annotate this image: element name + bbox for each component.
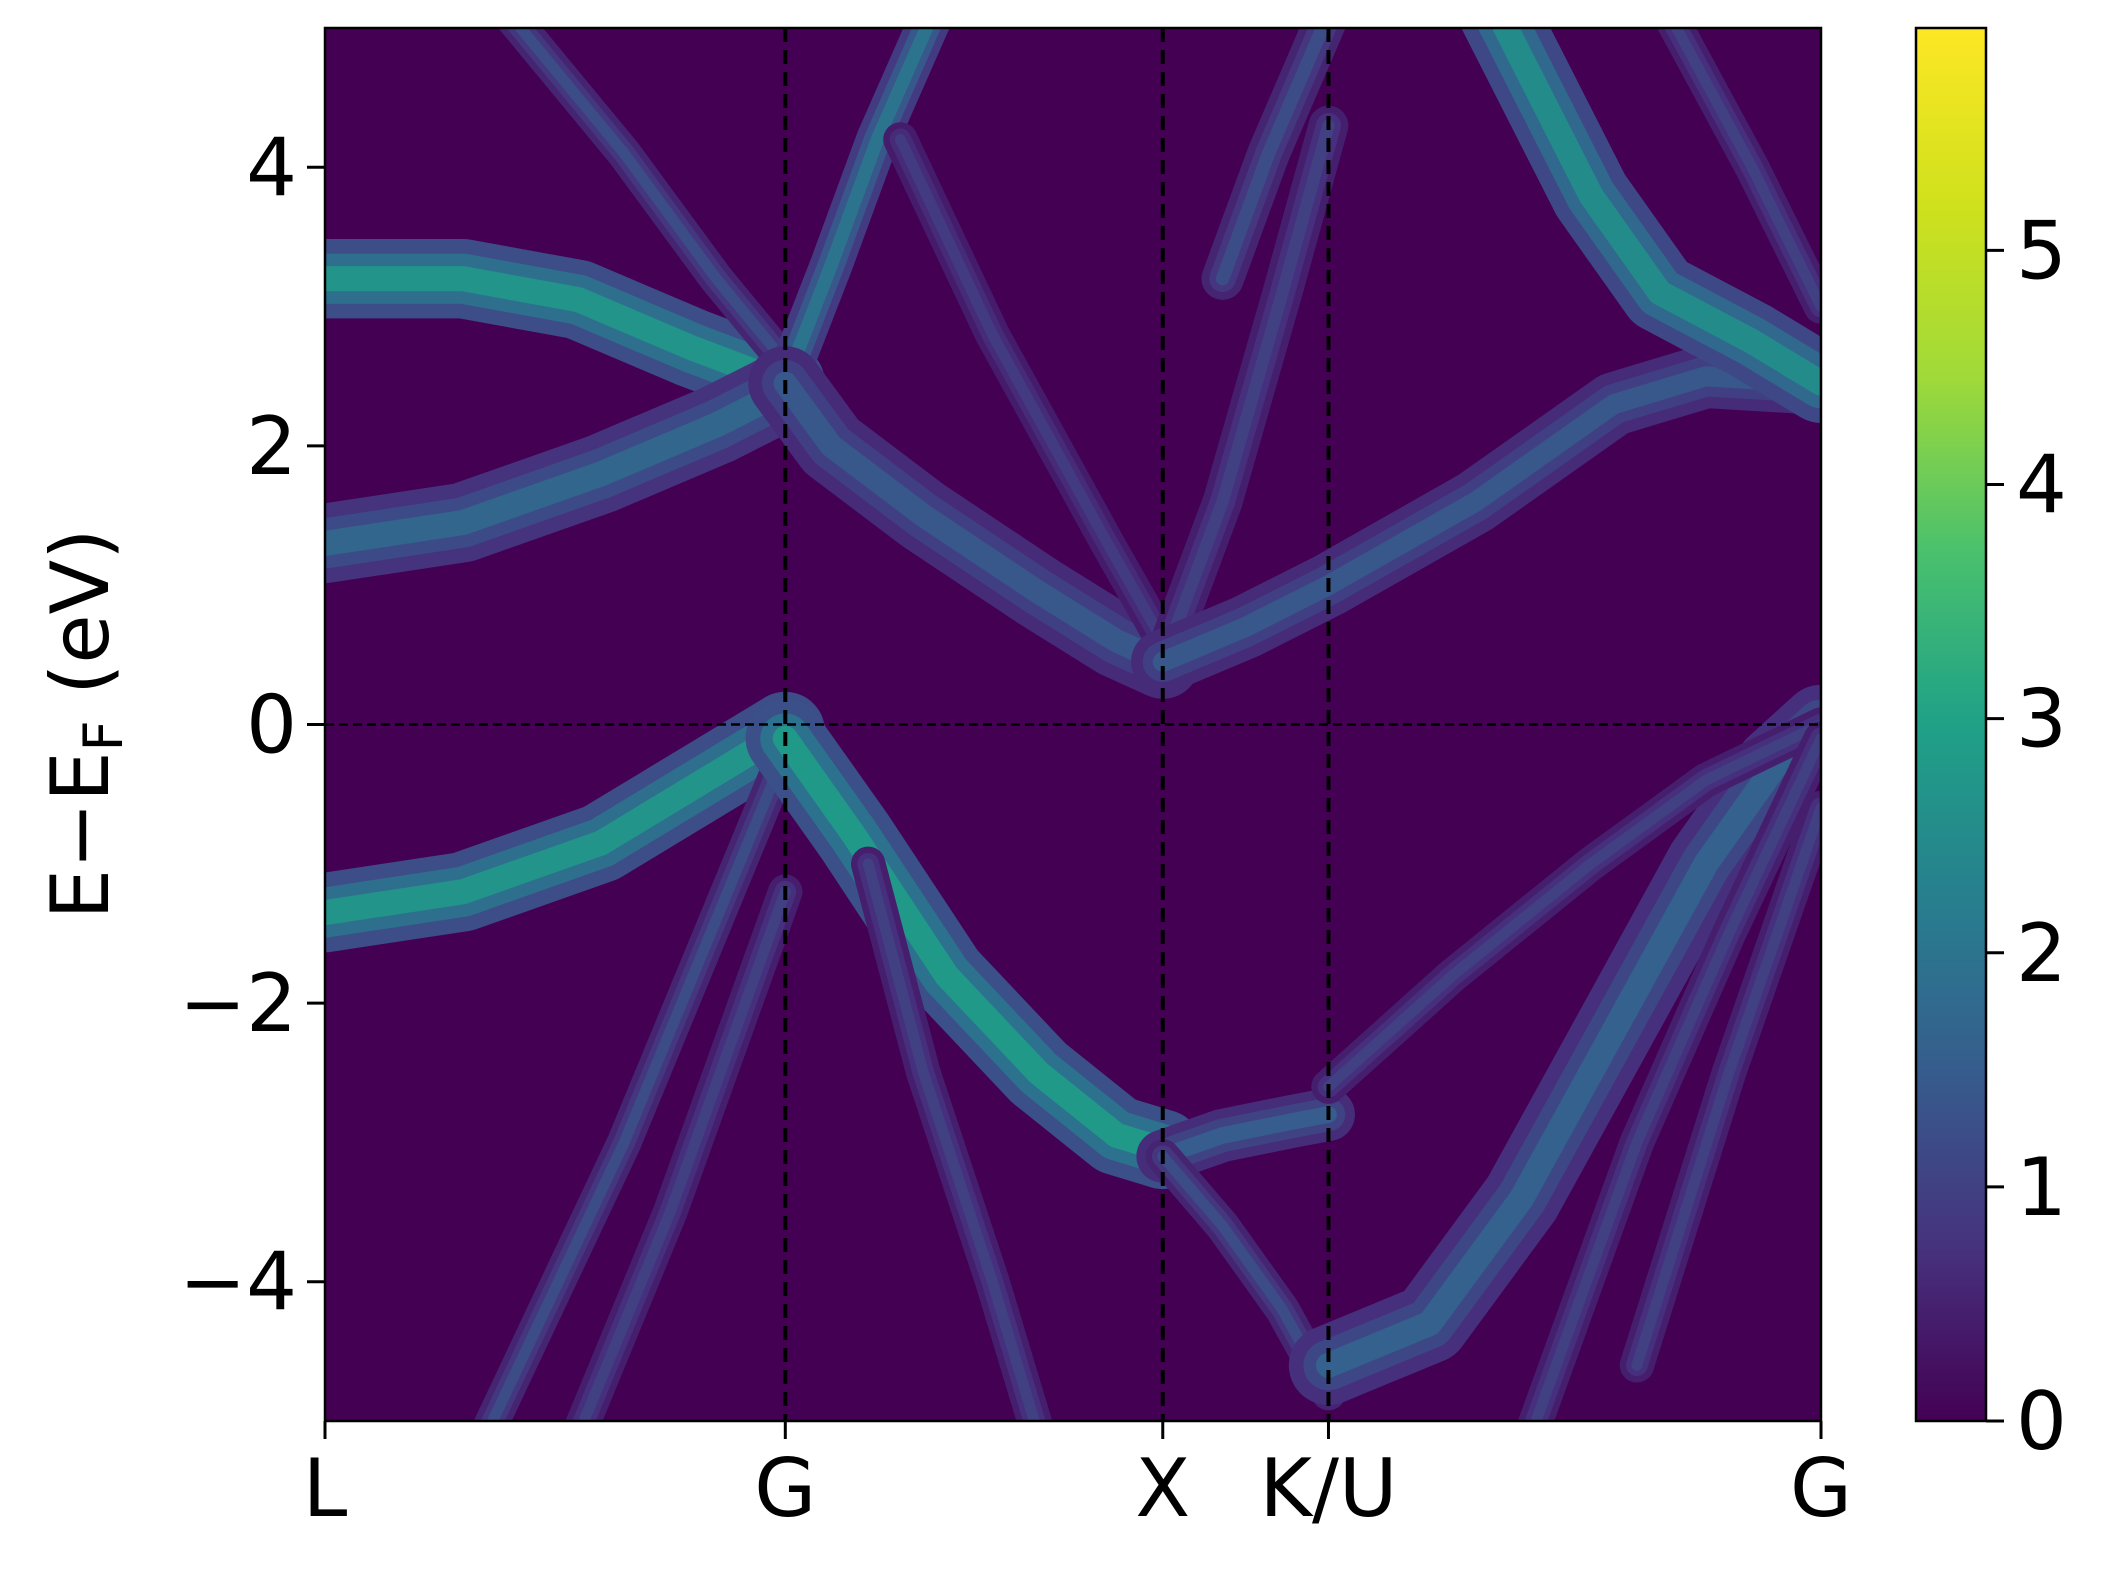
band-core — [325, 377, 798, 556]
y-axis-label: E−EF (eV) — [34, 529, 135, 920]
band-core — [1491, 28, 1821, 396]
band-core — [1152, 366, 1821, 672]
spectral-band-8 — [748, 346, 1200, 699]
band-core — [894, 133, 1169, 647]
y-tick-label: −4 — [179, 1236, 297, 1329]
spectral-band-21 — [1619, 790, 1821, 1383]
x-tick-label: G — [754, 1442, 816, 1535]
spectral-band-14 — [1142, 105, 1349, 682]
y-axis-label-main: E−E — [34, 751, 127, 919]
spectral-band-17 — [1657, 28, 1821, 324]
spectral-bands — [325, 28, 1821, 1421]
band-core — [1631, 802, 1821, 1371]
y-axis-ticks: −4 −2 0 2 4 — [179, 121, 325, 1329]
band-core — [513, 28, 791, 368]
colorbar-tick-label: 0 — [2016, 1375, 2067, 1468]
x-axis-ticks: L G X K/U G — [303, 1421, 1852, 1535]
colorbar-tick-label: 4 — [2016, 439, 2067, 532]
band-core — [1154, 1106, 1337, 1165]
spectral-band-19 — [1311, 707, 1821, 1104]
band-core — [325, 718, 798, 926]
spectral-band-6 — [565, 874, 803, 1421]
spectral-band-20 — [1517, 721, 1821, 1421]
spectral-band-2 — [325, 350, 825, 584]
y-tick-label: 2 — [246, 400, 297, 493]
spectral-band-1 — [325, 239, 825, 423]
colorbar-tick-label: 2 — [2016, 907, 2067, 1000]
band-core — [578, 886, 791, 1421]
colorbar-gradient — [1914, 26, 1988, 1423]
x-tick-label: L — [303, 1442, 348, 1535]
spectral-band-15 — [1131, 344, 1821, 694]
band-core — [1215, 28, 1330, 286]
band-core — [772, 725, 1176, 1162]
colorbar-tick-label: 5 — [2016, 204, 2067, 297]
band-core — [862, 858, 1041, 1421]
spectral-band-9 — [883, 122, 1180, 659]
y-tick-label: 4 — [246, 121, 297, 214]
colorbar: 0 1 2 3 4 5 — [1914, 26, 2067, 1468]
band-core — [1156, 119, 1335, 669]
colorbar-tick-label: 1 — [2016, 1141, 2067, 1234]
band-core — [1315, 711, 1821, 1378]
band-core — [1670, 28, 1821, 313]
y-tick-label: 0 — [246, 679, 297, 772]
spectral-band-22 — [1201, 28, 1346, 300]
heatmap-layer — [325, 28, 1821, 1421]
colorbar-tick-label: 3 — [2016, 673, 2067, 766]
spectral-band-7 — [764, 28, 950, 405]
y-axis-label-subscript: F — [72, 720, 135, 751]
spectral-band-3 — [325, 691, 825, 953]
spectral-band-11 — [851, 846, 1053, 1421]
band-core — [486, 746, 791, 1421]
spectral-band-5 — [473, 735, 803, 1421]
y-axis-label-unit: (eV) — [34, 529, 127, 721]
band-core — [773, 371, 1175, 674]
colorbar-ticks: 0 1 2 3 4 5 — [1986, 204, 2067, 1468]
spectral-band-10 — [745, 698, 1203, 1190]
spectral-band-4 — [498, 28, 803, 380]
x-tick-label: G — [1790, 1442, 1852, 1535]
spectral-band-18 — [1288, 684, 1821, 1405]
spectral-band-12 — [1136, 1088, 1355, 1183]
kpoint-lines — [783, 28, 1331, 1421]
band-core — [1323, 719, 1821, 1093]
band-core — [1530, 732, 1821, 1421]
band-core — [778, 28, 934, 390]
band-core — [325, 266, 798, 396]
spectral-band-16 — [1461, 28, 1821, 423]
y-tick-label: −2 — [179, 957, 297, 1050]
x-tick-label: X — [1135, 1442, 1190, 1535]
x-tick-label: K/U — [1259, 1442, 1397, 1535]
